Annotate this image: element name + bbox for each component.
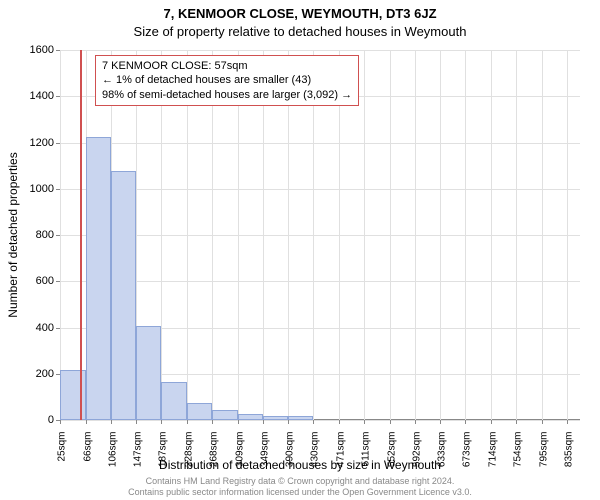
x-tick-label: 349sqm (259, 432, 270, 472)
x-tick-mark (516, 420, 517, 424)
x-tick-label: 228sqm (184, 432, 195, 472)
x-tick-label: 471sqm (336, 432, 347, 472)
callout-line: ← 1% of detached houses are smaller (43) (102, 73, 352, 87)
chart-footer: Contains HM Land Registry data © Crown c… (0, 476, 600, 498)
grid-line-h (60, 143, 580, 144)
grid-line-h (60, 50, 580, 51)
x-tick-mark (364, 420, 365, 424)
grid-line-v (60, 50, 61, 420)
x-tick-mark (339, 420, 340, 424)
histogram-bar (187, 403, 212, 420)
chart-title-main: 7, KENMOOR CLOSE, WEYMOUTH, DT3 6JZ (0, 6, 600, 21)
x-tick-mark (111, 420, 112, 424)
histogram-bar (161, 382, 187, 420)
grid-line-v (516, 50, 517, 420)
x-tick-mark (542, 420, 543, 424)
x-tick-label: 511sqm (361, 432, 372, 472)
chart-title-sub: Size of property relative to detached ho… (0, 24, 600, 39)
x-tick-mark (60, 420, 61, 424)
x-tick-mark (567, 420, 568, 424)
x-tick-mark (491, 420, 492, 424)
grid-line-h (60, 189, 580, 190)
x-tick-mark (440, 420, 441, 424)
y-tick-label: 1200 (14, 137, 54, 149)
grid-line-v (440, 50, 441, 420)
x-tick-label: 673sqm (462, 432, 473, 472)
grid-line-v (415, 50, 416, 420)
grid-line-v (491, 50, 492, 420)
marker-line (80, 50, 82, 420)
x-tick-mark (390, 420, 391, 424)
callout-box: 7 KENMOOR CLOSE: 57sqm← 1% of detached h… (95, 55, 359, 106)
histogram-bar (212, 410, 238, 420)
histogram-bar (288, 416, 313, 420)
x-tick-label: 795sqm (538, 432, 549, 472)
x-tick-label: 147sqm (133, 432, 144, 472)
x-tick-label: 106sqm (107, 432, 118, 472)
x-tick-mark (263, 420, 264, 424)
histogram-bar (238, 414, 263, 420)
grid-line-h (60, 281, 580, 282)
x-tick-mark (86, 420, 87, 424)
x-tick-mark (136, 420, 137, 424)
grid-line-h (60, 235, 580, 236)
x-tick-label: 592sqm (411, 432, 422, 472)
grid-line-v (465, 50, 466, 420)
x-tick-label: 430sqm (310, 432, 321, 472)
callout-line: 98% of semi-detached houses are larger (… (102, 88, 352, 102)
x-tick-label: 25sqm (57, 432, 68, 472)
footer-line-1: Contains HM Land Registry data © Crown c… (0, 476, 600, 487)
x-tick-mark (313, 420, 314, 424)
grid-line-h (60, 420, 580, 421)
histogram-bar (136, 326, 161, 420)
footer-line-2: Contains public sector information licen… (0, 487, 600, 498)
y-tick-label: 400 (14, 322, 54, 334)
callout-line: 7 KENMOOR CLOSE: 57sqm (102, 59, 352, 73)
x-tick-label: 552sqm (386, 432, 397, 472)
x-tick-label: 66sqm (82, 432, 93, 472)
histogram-bar (86, 137, 111, 420)
y-tick-label: 200 (14, 368, 54, 380)
x-tick-label: 187sqm (158, 432, 169, 472)
x-tick-label: 309sqm (234, 432, 245, 472)
grid-line-v (390, 50, 391, 420)
x-tick-label: 390sqm (285, 432, 296, 472)
histogram-bar (263, 416, 289, 420)
y-tick-label: 600 (14, 275, 54, 287)
x-tick-mark (187, 420, 188, 424)
x-tick-label: 835sqm (563, 432, 574, 472)
x-tick-label: 714sqm (488, 432, 499, 472)
x-tick-mark (212, 420, 213, 424)
y-tick-label: 1000 (14, 183, 54, 195)
y-tick-label: 1600 (14, 44, 54, 56)
x-tick-mark (288, 420, 289, 424)
y-tick-label: 800 (14, 229, 54, 241)
y-tick-label: 1400 (14, 90, 54, 102)
x-tick-mark (465, 420, 466, 424)
grid-line-v (567, 50, 568, 420)
y-tick-label: 0 (14, 414, 54, 426)
x-tick-mark (161, 420, 162, 424)
grid-line-v (364, 50, 365, 420)
grid-line-v (542, 50, 543, 420)
x-tick-label: 754sqm (513, 432, 524, 472)
x-tick-mark (238, 420, 239, 424)
histogram-bar (111, 171, 137, 420)
x-tick-label: 268sqm (209, 432, 220, 472)
x-tick-label: 633sqm (437, 432, 448, 472)
x-tick-mark (415, 420, 416, 424)
